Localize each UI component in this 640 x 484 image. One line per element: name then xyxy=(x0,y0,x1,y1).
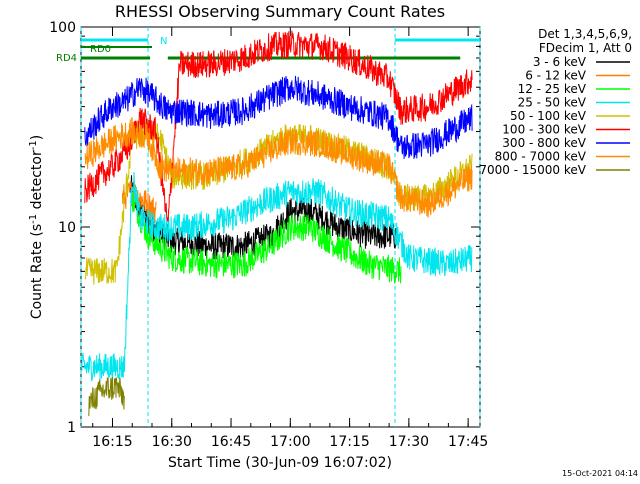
rd0-flag-label: RD0 xyxy=(90,44,111,55)
y-tick-label: 100 xyxy=(49,20,76,36)
series-line-8 xyxy=(88,376,125,417)
rd4-flag-label: RD4 xyxy=(56,53,77,64)
y-axis-label: Count Rate (s-1 detector-1) xyxy=(28,135,45,319)
y-axis-label-end: ) xyxy=(29,135,45,140)
x-tick-label: 17:00 xyxy=(270,434,310,450)
axis-ticks xyxy=(81,26,480,428)
legend-label: 3 - 6 keV xyxy=(533,55,587,69)
y-axis-label-main: Count Rate (s xyxy=(29,224,45,319)
x-tick-label: 17:30 xyxy=(389,434,429,450)
footer-timestamp: 15-Oct-2021 04:14 xyxy=(562,469,638,478)
legend-label: 50 - 100 keV xyxy=(510,109,587,123)
legend-header-line2: FDecim 1, Att 0 xyxy=(539,41,632,55)
y-axis-label-sup2: -1 xyxy=(28,140,39,150)
chart-title: RHESSI Observing Summary Count Rates xyxy=(115,2,445,21)
legend-label: 7000 - 15000 keV xyxy=(479,163,586,177)
series-line-2 xyxy=(131,191,402,284)
x-tick-label: 16:15 xyxy=(92,434,132,450)
legend-label: 300 - 800 keV xyxy=(502,136,586,150)
y-axis-label-sup1: -1 xyxy=(28,214,39,224)
x-tick-labels: 16:15 16:30 16:45 17:00 17:15 17:30 17:45 xyxy=(92,434,488,450)
series-line-6 xyxy=(84,75,473,159)
legend-label: 800 - 7000 keV xyxy=(495,150,587,164)
legend-label: 25 - 50 keV xyxy=(518,96,587,110)
legend-label: 6 - 12 keV xyxy=(525,69,587,83)
series-line-0 xyxy=(129,175,398,260)
x-tick-label: 17:15 xyxy=(329,434,369,450)
series-line-7 xyxy=(84,116,473,218)
legend-label: 100 - 300 keV xyxy=(502,123,586,137)
legend-label: 12 - 25 keV xyxy=(518,82,587,96)
x-axis-label: Start Time (30-Jun-09 16:07:02) xyxy=(168,455,392,471)
night-flag-label: N xyxy=(160,36,167,47)
x-tick-label: 16:45 xyxy=(211,434,251,450)
y-tick-labels: 1 10 100 xyxy=(49,20,76,436)
y-tick-label: 10 xyxy=(58,220,76,236)
legend-header-line1: Det 1,3,4,5,6,9, xyxy=(538,27,632,41)
legend: Det 1,3,4,5,6,9, FDecim 1, Att 0 3 - 6 k… xyxy=(479,27,632,177)
series-line-1 xyxy=(121,181,157,224)
y-axis-label-mid: detector xyxy=(29,150,45,214)
y-tick-label: 1 xyxy=(67,420,76,436)
series-layer xyxy=(80,30,473,417)
series-line-3 xyxy=(80,172,473,382)
x-tick-label: 17:45 xyxy=(448,434,488,450)
x-tick-label: 16:30 xyxy=(152,434,192,450)
